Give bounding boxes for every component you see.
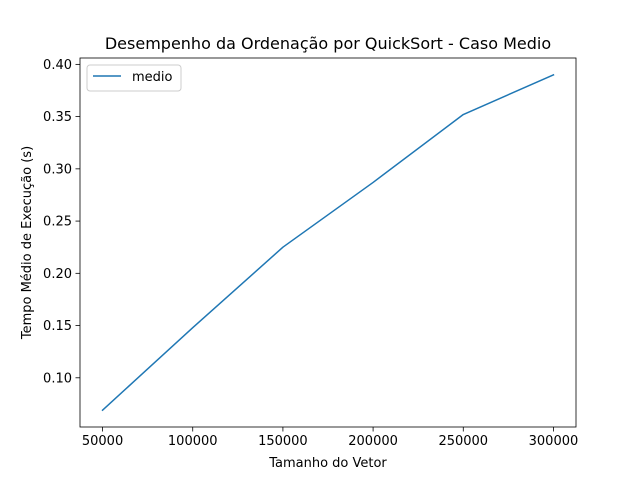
x-tick-label: 250000 bbox=[438, 434, 488, 449]
y-axis-ticks: 0.10 0.15 0.20 0.25 0.30 0.35 0.40 bbox=[43, 58, 80, 386]
chart-title: Desempenho da Ordenação por QuickSort - … bbox=[105, 34, 551, 53]
x-tick-label: 300000 bbox=[529, 434, 579, 449]
series-layer bbox=[101, 73, 555, 412]
x-tick-label: 100000 bbox=[168, 434, 218, 449]
x-axis-ticks: 50000 100000 150000 200000 250000 300000 bbox=[82, 427, 578, 449]
y-tick-label: 0.10 bbox=[43, 371, 72, 386]
y-tick-label: 0.30 bbox=[43, 162, 72, 177]
x-axis-title: Tamanho do Vetor bbox=[268, 456, 387, 471]
y-tick-label: 0.20 bbox=[43, 267, 72, 282]
series-line-medio bbox=[101, 73, 555, 412]
y-tick-label: 0.40 bbox=[43, 58, 72, 73]
y-tick-label: 0.15 bbox=[43, 319, 72, 334]
x-tick-label: 200000 bbox=[348, 434, 398, 449]
legend: medio bbox=[86, 64, 182, 92]
legend-label-medio: medio bbox=[132, 70, 173, 85]
y-tick-label: 0.25 bbox=[43, 215, 72, 230]
x-tick-label: 150000 bbox=[258, 434, 308, 449]
legend-box bbox=[86, 64, 182, 92]
y-axis-title: Tempo Médio de Execução (s) bbox=[20, 146, 35, 340]
plot-area-frame bbox=[79, 57, 577, 428]
y-tick-label: 0.35 bbox=[43, 110, 72, 125]
x-tick-label: 50000 bbox=[82, 434, 123, 449]
